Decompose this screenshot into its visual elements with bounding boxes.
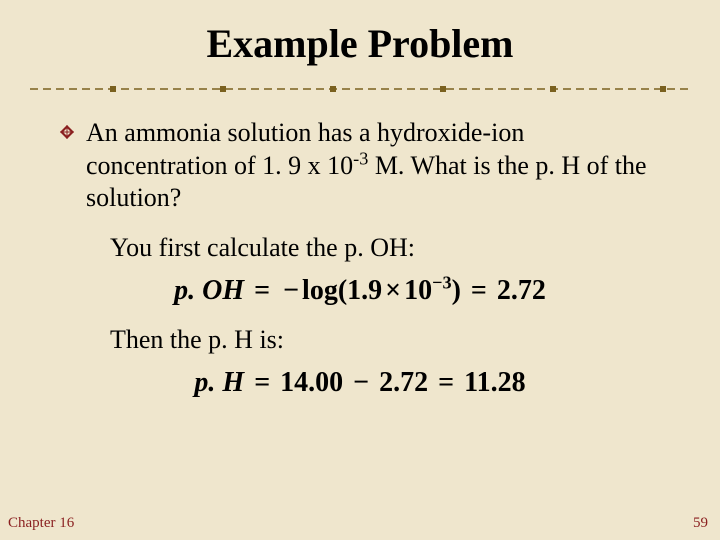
eq1-mantissa: 1.9 bbox=[347, 275, 382, 306]
eq2-equals: = bbox=[251, 367, 273, 398]
eq1-log: log( bbox=[302, 275, 347, 306]
eq1-times: × bbox=[382, 275, 404, 306]
equation-1: p. OH = −log(1.9×10−3) = 2.72 bbox=[0, 275, 720, 307]
equation-2: p. H = 14.00 − 2.72 = 11.28 bbox=[0, 367, 720, 399]
eq1-neg: − bbox=[280, 275, 302, 306]
eq1-exp: −3 bbox=[432, 272, 451, 292]
step-2-text: Then the p. H is: bbox=[0, 325, 720, 355]
eq1-close: ) bbox=[452, 275, 461, 306]
eq1-lhs: p. OH bbox=[174, 275, 244, 306]
problem-text: An ammonia solution has a hydroxide-ion … bbox=[86, 117, 660, 215]
footer-chapter: Chapter 16 bbox=[8, 515, 74, 532]
eq1-equals: = bbox=[251, 275, 273, 306]
eq2-minus: − bbox=[350, 367, 372, 398]
exponent: -3 bbox=[353, 148, 368, 168]
eq2-rhs: 11.28 bbox=[464, 367, 525, 398]
eq2-b: 2.72 bbox=[379, 367, 428, 398]
step-1-text: You first calculate the p. OH: bbox=[0, 233, 720, 263]
slide: Example Problem An ammonia soluti bbox=[0, 0, 720, 540]
bullet-icon bbox=[60, 125, 74, 144]
eq2-a: 14.00 bbox=[280, 367, 343, 398]
eq2-lhs: p. H bbox=[194, 367, 244, 398]
eq2-equals2: = bbox=[435, 367, 457, 398]
eq1-equals2: = bbox=[468, 275, 490, 306]
divider bbox=[30, 85, 690, 93]
bullet-item: An ammonia solution has a hydroxide-ion … bbox=[0, 117, 720, 215]
eq1-rhs: 2.72 bbox=[497, 275, 546, 306]
slide-title: Example Problem bbox=[0, 20, 720, 67]
footer-page-number: 59 bbox=[693, 515, 708, 532]
eq1-base: 10 bbox=[404, 275, 432, 306]
